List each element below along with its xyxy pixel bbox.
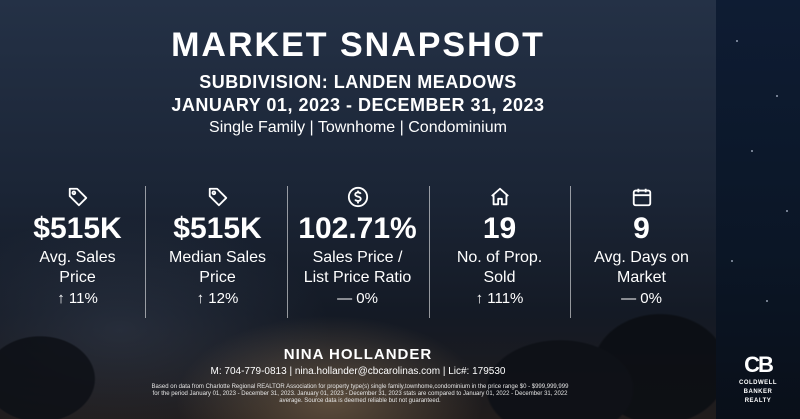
brand-line: COLDWELL [739, 380, 777, 386]
brand-sidebar [716, 0, 800, 419]
agent-contact: M: 704-779-0813 | nina.hollander@cbcarol… [210, 366, 506, 377]
price-tag-icon [6, 184, 149, 210]
stat-change: — 0% [337, 290, 378, 307]
stats-row: $515K Avg. Sales Price ↑ 11% $515K Median… [0, 184, 716, 320]
stat-label: Avg. Sales Price [39, 249, 116, 286]
tree-silhouettes [0, 259, 800, 419]
star [751, 150, 753, 152]
stat-avg-sales-price: $515K Avg. Sales Price ↑ 11% [6, 184, 149, 320]
star [766, 300, 768, 302]
stat-label: No. of Prop. Sold [456, 249, 543, 286]
subdivision-label: SUBDIVISION: LANDEN MEADOWS [199, 72, 517, 92]
stat-value: $515K [173, 212, 262, 245]
stat-value: 9 [633, 212, 650, 245]
divider [287, 186, 288, 318]
stat-label: Median Sales Price [169, 249, 266, 286]
price-tag-icon [146, 184, 289, 210]
stat-value: 102.71% [298, 212, 417, 245]
divider [429, 186, 430, 318]
house-icon [428, 184, 571, 210]
stat-label: Avg. Days on Market [594, 249, 689, 286]
coldwell-banker-logo: CB COLDWELL BANKER REALTY [728, 352, 788, 405]
brand-line: REALTY [744, 398, 772, 404]
brand-line: BANKER [743, 389, 773, 395]
divider [570, 186, 571, 318]
stat-change: ↑ 111% [475, 290, 524, 307]
calendar-icon [570, 184, 713, 210]
star [786, 210, 788, 212]
stat-value: $515K [33, 212, 122, 245]
stat-sale-list-ratio: 102.71% Sales Price / List Price Ratio — … [286, 184, 429, 320]
stat-value: 19 [482, 212, 517, 245]
divider [145, 186, 146, 318]
disclaimer: Based on data from Charlotte Regional RE… [151, 384, 569, 404]
dollar-circle-icon [286, 184, 429, 210]
stat-change: ↑ 11% [57, 290, 98, 307]
stat-median-sales-price: $515K Median Sales Price ↑ 12% [146, 184, 289, 320]
stat-change: — 0% [621, 290, 662, 307]
star [776, 95, 778, 97]
stat-properties-sold: 19 No. of Prop. Sold ↑ 111% [428, 184, 571, 320]
star [731, 260, 733, 262]
agent-name: NINA HOLLANDER [283, 346, 433, 363]
star [736, 40, 738, 42]
stat-change: ↑ 12% [196, 290, 239, 307]
stat-label: Sales Price / List Price Ratio [303, 249, 412, 286]
page-title: MARKET SNAPSHOT [171, 26, 545, 64]
cb-logo-mark: CB [744, 352, 774, 377]
stat-days-on-market: 9 Avg. Days on Market — 0% [570, 184, 713, 320]
date-range: JANUARY 01, 2023 - DECEMBER 31, 2023 [171, 95, 545, 115]
property-types: Single Family | Townhome | Condominium [209, 119, 507, 136]
